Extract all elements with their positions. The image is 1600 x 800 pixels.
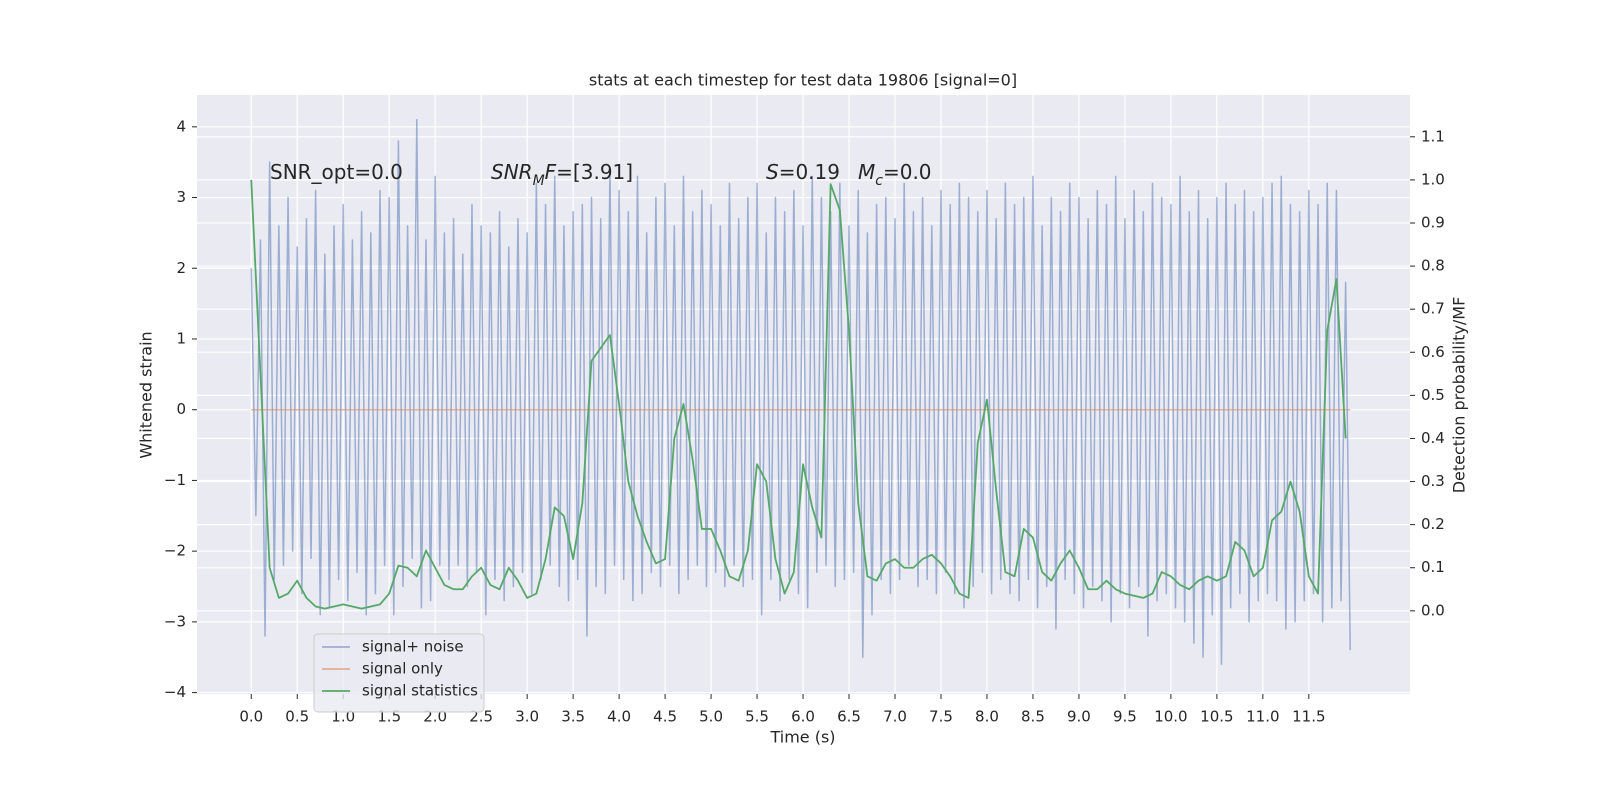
annotation-part: =0.19 xyxy=(779,160,840,184)
grid xyxy=(197,95,1410,694)
y2-tick-label: 0.5 xyxy=(1421,386,1445,404)
annotation-part: M xyxy=(858,160,875,184)
y2-tick-label: 0.0 xyxy=(1421,601,1445,619)
annotation-part: SNR_opt=0.0 xyxy=(270,160,403,184)
legend-label: signal statistics xyxy=(362,682,478,700)
y2-tick-label: 0.7 xyxy=(1421,300,1445,318)
y2-tick-label: 0.2 xyxy=(1421,515,1445,533)
x-tick-label: 4.5 xyxy=(653,708,677,726)
y2-tick-label: 0.6 xyxy=(1421,343,1445,361)
legend-label: signal+ noise xyxy=(362,638,464,656)
x-tick-label: 3.5 xyxy=(561,708,585,726)
y-tick-label: 4 xyxy=(176,117,186,135)
annotation-part: c xyxy=(875,173,883,189)
y2-tick-label: 1.1 xyxy=(1421,127,1445,145)
y2-tick-label: 0.3 xyxy=(1421,472,1445,490)
legend-label: signal only xyxy=(362,660,443,678)
annotation-part: =[3.91] xyxy=(556,160,633,184)
x-tick-label: 7.0 xyxy=(883,708,907,726)
legend: signal+ noise signal only signal statistic… xyxy=(313,633,485,713)
y-tick-label: 3 xyxy=(176,188,186,206)
x-tick-label: 9.0 xyxy=(1067,708,1091,726)
x-tick-label: 0.0 xyxy=(239,708,263,726)
x-tick-label: 10.0 xyxy=(1154,708,1187,726)
y-tick-label: −2 xyxy=(164,542,186,560)
x-tick-label: 3.0 xyxy=(515,708,539,726)
x-tick-label: 4.0 xyxy=(607,708,631,726)
x-tick-label: 5.0 xyxy=(699,708,723,726)
y-tick-label: −4 xyxy=(164,683,186,701)
y-axis-label: Whitened strain xyxy=(137,331,156,458)
annotation-part: F xyxy=(545,160,557,184)
x-tick-label: 6.5 xyxy=(837,708,861,726)
x-tick-label: 8.0 xyxy=(975,708,999,726)
annotation: S=0.19 xyxy=(766,160,840,184)
x-tick-label: 7.5 xyxy=(929,708,953,726)
y2-axis-label: Detection probability/MF xyxy=(1450,297,1469,494)
y-tick-label: −3 xyxy=(164,612,186,630)
x-tick-label: 11.5 xyxy=(1292,708,1325,726)
y-tick-label: 0 xyxy=(176,400,186,418)
annotation-part: S xyxy=(766,160,779,184)
y2-tick-label: 0.4 xyxy=(1421,429,1445,447)
y-tick-label: −1 xyxy=(164,471,186,489)
annotation-layer: SNR_opt=0.0 SNRMF=[3.91] S=0.19 Mc=0.0 xyxy=(270,160,932,190)
annotation: Mc=0.0 xyxy=(858,160,932,190)
x-tick-label: 6.0 xyxy=(791,708,815,726)
annotation: SNRMF=[3.91] xyxy=(491,160,633,190)
x-tick-label: 0.5 xyxy=(285,708,309,726)
x-tick-label: 9.5 xyxy=(1113,708,1137,726)
tick-layer: 0.0 0.5 1.0 1.5 2.0 2.5 3.0 3.5 4.0 4.5 5.0 5.5 6.0 6… xyxy=(164,117,1445,725)
annotation-part: M xyxy=(533,173,545,189)
series-line xyxy=(250,179,1347,610)
y-tick-label: 1 xyxy=(176,329,186,347)
annotation: SNR_opt=0.0 xyxy=(270,160,403,184)
y2-tick-label: 1.0 xyxy=(1421,170,1445,188)
legend-box xyxy=(313,633,485,713)
chart-title: stats at each timestep for test data 198… xyxy=(589,71,1017,90)
x-tick-label: 8.5 xyxy=(1021,708,1045,726)
y2-tick-label: 0.9 xyxy=(1421,213,1445,231)
y-tick-label: 2 xyxy=(176,259,186,277)
x-tick-label: 11.0 xyxy=(1246,708,1279,726)
annotation-part: SNR xyxy=(491,160,533,184)
annotation-part: =0.0 xyxy=(883,160,932,184)
y2-tick-label: 0.8 xyxy=(1421,257,1445,275)
x-tick-label: 10.5 xyxy=(1200,708,1233,726)
series-layer xyxy=(250,119,1351,666)
y2-tick-label: 0.1 xyxy=(1421,558,1445,576)
x-tick-label: 5.5 xyxy=(745,708,769,726)
x-axis-label: Time (s) xyxy=(769,728,835,747)
